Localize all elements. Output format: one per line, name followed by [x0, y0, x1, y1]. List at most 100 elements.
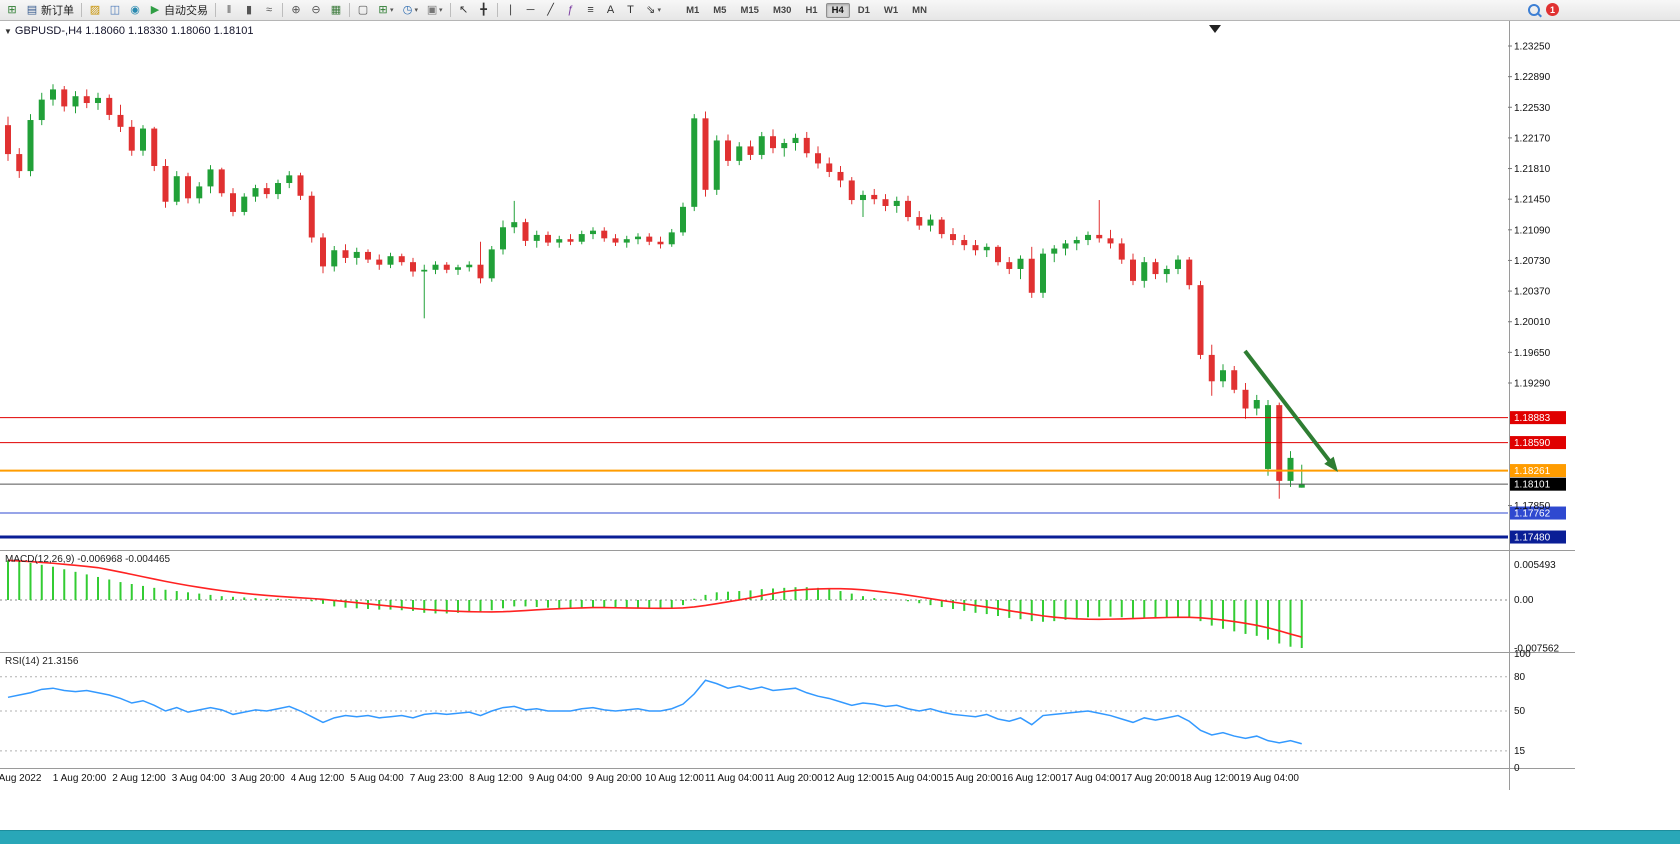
svg-text:5 Aug 04:00: 5 Aug 04:00	[350, 773, 404, 784]
chart-plus-icon: ⊞	[7, 4, 17, 16]
chart-title-text: GBPUSD-,H4 1.18060 1.18330 1.18060 1.181…	[14, 25, 254, 37]
svg-text:1.17762: 1.17762	[1514, 509, 1551, 520]
svg-text:15: 15	[1514, 746, 1526, 757]
zoom-out-button[interactable]: ⊖	[307, 1, 325, 19]
price-badge	[1510, 530, 1566, 544]
horizontal-line-button[interactable]: ─	[522, 1, 540, 19]
price-badge	[1510, 411, 1566, 425]
trendline-button[interactable]: ╱	[542, 1, 560, 19]
zoom-out-icon: ⊖	[311, 4, 321, 16]
timeframe-m5-button[interactable]: M5	[713, 4, 727, 16]
autotrading-button[interactable]: ▶ 自动交易	[146, 1, 211, 19]
macd-indicator-label: MACD(12,26,9) -0.006968 -0.004465	[5, 554, 171, 565]
charts-profile-button[interactable]: ▨	[86, 1, 104, 19]
vertical-line-button[interactable]: ∣	[502, 1, 520, 19]
new-order-button[interactable]: ▤ 新订单	[23, 1, 77, 19]
notification-badge[interactable]: 1	[1546, 3, 1559, 16]
svg-text:Aug 2022: Aug 2022	[0, 773, 42, 784]
dropdown-caret-icon: ▾	[657, 7, 662, 14]
new-order-icon: ▤	[26, 4, 38, 16]
auto-arrange-button[interactable]: ▦	[327, 1, 345, 19]
autotrading-button-label: 自动交易	[164, 5, 208, 17]
svg-text:0: 0	[1514, 763, 1520, 774]
timeframe-h4-button[interactable]: H4	[825, 2, 850, 18]
text-label-button[interactable]: T	[622, 1, 640, 19]
zoom-in-button[interactable]: ⊕	[287, 1, 305, 19]
svg-text:1.22170: 1.22170	[1514, 133, 1551, 144]
timeframe-mn-button[interactable]: MN	[912, 4, 927, 16]
svg-text:12 Aug 12:00: 12 Aug 12:00	[824, 773, 883, 784]
tile-windows-button[interactable]: ▢	[354, 1, 372, 19]
template-icon: ▣	[426, 4, 438, 16]
price-axis: 1.23250 1.22890 1.22530 1.22170 1.21810 1.214…	[1508, 42, 1551, 512]
bar-chart-button[interactable]: ‖	[220, 1, 238, 19]
profiles-button[interactable]: ◫	[106, 1, 124, 19]
arrow-objects-icon: ⇘	[645, 4, 656, 16]
dropdown-caret-icon: ▾	[390, 7, 394, 14]
toolbar-right-cluster: 1	[1528, 3, 1559, 16]
chart-title: ▼ GBPUSD-,H4 1.18060 1.18330 1.18060 1.18…	[4, 25, 253, 37]
svg-text:1.20010: 1.20010	[1514, 317, 1551, 328]
horizontal-levels[interactable]: 1.18883 1.18590 1.18261 1.18101 1.17762 1.174…	[0, 411, 1566, 544]
svg-text:1.20370: 1.20370	[1514, 287, 1551, 298]
symbol-dropdown-icon[interactable]: ▼	[4, 27, 12, 36]
arrows-dropdown[interactable]: ⇘ ▾	[642, 1, 665, 19]
new-chart-dropdown[interactable]: ⊞ ▾	[374, 1, 397, 19]
line-chart-button[interactable]: ≈	[260, 1, 278, 19]
timeframe-m30-button[interactable]: M30	[772, 4, 792, 16]
timeframe-w1-button[interactable]: W1	[883, 4, 899, 16]
svg-text:1.18261: 1.18261	[1514, 466, 1551, 477]
svg-text:0.005493: 0.005493	[1514, 560, 1556, 571]
globe-icon: ◉	[130, 4, 140, 16]
svg-text:17 Aug 20:00: 17 Aug 20:00	[1121, 773, 1180, 784]
text-button[interactable]: A	[602, 1, 620, 19]
toolbar-buttons: ⊞ ▤ 新订单 ▨ ◫ ◉ ▶ 自动交易 ‖ ▮ ≈ ⊕ ⊖ ▦ ▢ ⊞ ▾ ◷ ▾ ▣ ▾ ↖ ╋ ∣ ─ ╱ ƒ ≡ A T ⇘ ▾	[0, 0, 665, 20]
vertical-line-icon: ∣	[507, 4, 514, 16]
fibonacci-icon: ƒ	[567, 4, 574, 16]
svg-text:1.17480: 1.17480	[1514, 533, 1551, 544]
timeframe-d1-button[interactable]: D1	[857, 4, 870, 16]
svg-text:16 Aug 12:00: 16 Aug 12:00	[1002, 773, 1061, 784]
timeframe-m15-button[interactable]: M15	[740, 4, 759, 16]
svg-text:1.18590: 1.18590	[1514, 438, 1551, 449]
svg-text:9 Aug 20:00: 9 Aug 20:00	[588, 773, 642, 784]
toolbar-divider	[282, 3, 283, 17]
price-badge	[1510, 477, 1566, 491]
timeframe-m1-button[interactable]: M1	[686, 4, 700, 16]
crosshair-button[interactable]: ╋	[475, 1, 493, 19]
candlestick-icon: ▮	[245, 4, 253, 16]
new-order-button-label: 新订单	[41, 5, 74, 17]
status-bar	[0, 830, 1680, 844]
svg-text:17 Aug 04:00: 17 Aug 04:00	[1062, 773, 1121, 784]
timeframe-toolbar: M1 M5 M15 M30 H1 H4 D1 W1 MN	[679, 2, 934, 18]
timeframe-h1-button[interactable]: H1	[805, 4, 818, 16]
price-badge	[1510, 436, 1566, 450]
toolbar-divider	[349, 3, 350, 17]
svg-text:1.18883: 1.18883	[1514, 413, 1551, 424]
cursor-button[interactable]: ↖	[455, 1, 473, 19]
svg-text:1.23250: 1.23250	[1514, 42, 1551, 53]
svg-text:1.19290: 1.19290	[1514, 378, 1551, 389]
crosshair-icon: ╋	[480, 4, 487, 16]
search-icon[interactable]	[1528, 3, 1540, 16]
zoom-in-icon: ⊕	[291, 4, 301, 16]
svg-text:7 Aug 23:00: 7 Aug 23:00	[410, 773, 464, 784]
trend-arrow[interactable]	[1243, 349, 1338, 472]
price-badge	[1510, 464, 1566, 478]
fibonacci-button[interactable]: ƒ	[562, 1, 580, 19]
svg-text:100: 100	[1514, 649, 1531, 660]
svg-text:3 Aug 04:00: 3 Aug 04:00	[172, 773, 226, 784]
cursor-icon: ↖	[458, 4, 469, 16]
toolbar-divider	[81, 3, 82, 17]
new-chart-button[interactable]: ⊞	[3, 1, 21, 19]
community-button[interactable]: ◉	[126, 1, 144, 19]
svg-text:10 Aug 12:00: 10 Aug 12:00	[645, 773, 704, 784]
templates-dropdown[interactable]: ▣ ▾	[423, 1, 446, 19]
shapes-button[interactable]: ≡	[582, 1, 600, 19]
periods-dropdown[interactable]: ◷ ▾	[399, 1, 422, 19]
grid-icon: ▦	[330, 4, 342, 16]
candlestick-chart-button[interactable]: ▮	[240, 1, 258, 19]
toolbar: ⊞ ▤ 新订单 ▨ ◫ ◉ ▶ 自动交易 ‖ ▮ ≈ ⊕ ⊖ ▦ ▢ ⊞ ▾ ◷ ▾ ▣ ▾ ↖ ╋ ∣ ─ ╱ ƒ ≡ A T ⇘ ▾ M1…	[0, 0, 1680, 21]
